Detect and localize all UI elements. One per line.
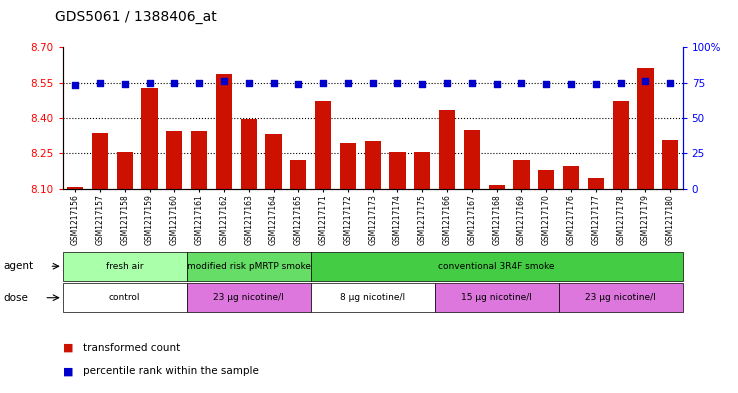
Point	[243, 79, 255, 86]
Bar	[538, 170, 554, 189]
Point	[491, 81, 503, 87]
Bar	[241, 119, 257, 189]
Point	[94, 79, 106, 86]
Text: fresh air: fresh air	[106, 262, 143, 271]
Bar	[463, 130, 480, 189]
Point	[441, 79, 453, 86]
Point	[640, 78, 652, 84]
Bar	[266, 134, 282, 189]
Text: control: control	[109, 293, 140, 302]
Bar	[638, 68, 654, 189]
Bar	[489, 185, 505, 189]
Bar	[117, 152, 133, 189]
Text: ■: ■	[63, 343, 73, 353]
Point	[317, 79, 329, 86]
Point	[416, 81, 428, 87]
Point	[292, 81, 304, 87]
Point	[664, 79, 676, 86]
Point	[590, 81, 601, 87]
Point	[268, 79, 280, 86]
Point	[565, 81, 577, 87]
Text: transformed count: transformed count	[83, 343, 181, 353]
Text: 23 µg nicotine/l: 23 µg nicotine/l	[213, 293, 284, 302]
Point	[342, 79, 354, 86]
Text: conventional 3R4F smoke: conventional 3R4F smoke	[438, 262, 555, 271]
Point	[69, 82, 81, 88]
Bar	[191, 131, 207, 189]
Bar	[166, 131, 182, 189]
Bar	[563, 166, 579, 189]
Text: 15 µg nicotine/l: 15 µg nicotine/l	[461, 293, 532, 302]
Text: percentile rank within the sample: percentile rank within the sample	[83, 366, 259, 376]
Bar	[215, 74, 232, 189]
Text: 8 µg nicotine/l: 8 µg nicotine/l	[340, 293, 405, 302]
Point	[516, 79, 528, 86]
Bar	[390, 152, 406, 189]
Text: 23 µg nicotine/l: 23 µg nicotine/l	[585, 293, 656, 302]
Bar	[365, 141, 381, 189]
Bar	[142, 88, 158, 189]
Point	[367, 79, 379, 86]
Bar	[290, 160, 306, 189]
Text: dose: dose	[4, 293, 29, 303]
Point	[193, 79, 205, 86]
Bar	[315, 101, 331, 189]
Point	[392, 79, 404, 86]
Bar	[92, 133, 108, 189]
Point	[168, 79, 180, 86]
Bar	[514, 160, 530, 189]
Bar	[339, 143, 356, 189]
Point	[119, 81, 131, 87]
Bar	[414, 152, 430, 189]
Bar	[587, 178, 604, 189]
Text: GDS5061 / 1388406_at: GDS5061 / 1388406_at	[55, 9, 217, 24]
Point	[144, 79, 156, 86]
Point	[218, 78, 230, 84]
Text: ■: ■	[63, 366, 73, 376]
Point	[615, 79, 627, 86]
Bar	[662, 140, 678, 189]
Text: agent: agent	[4, 261, 34, 271]
Bar	[613, 101, 629, 189]
Bar	[439, 110, 455, 189]
Bar	[67, 187, 83, 189]
Point	[540, 81, 552, 87]
Point	[466, 79, 477, 86]
Text: modified risk pMRTP smoke: modified risk pMRTP smoke	[187, 262, 311, 271]
